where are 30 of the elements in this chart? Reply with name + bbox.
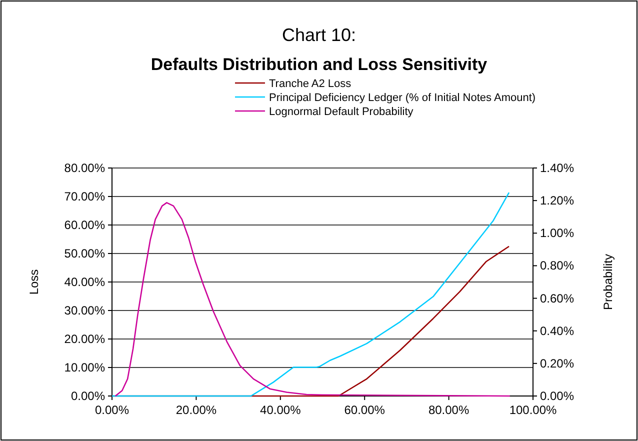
y2-tick-label: 0.40% bbox=[540, 324, 574, 338]
x-tick-label: 0.00% bbox=[94, 403, 130, 417]
y2-tick-label: 1.40% bbox=[540, 161, 574, 175]
y-tick-label: 40.00% bbox=[64, 275, 106, 289]
y2-tick-label: 0.00% bbox=[540, 389, 574, 403]
y-tick-label: 60.00% bbox=[64, 218, 106, 232]
y2-axis-title: Probability bbox=[601, 254, 615, 310]
x-tick-label: 80.00% bbox=[428, 403, 470, 417]
y2-tick-label: 0.20% bbox=[540, 356, 574, 370]
chart-subtitle: Defaults Distribution and Loss Sensitivity bbox=[150, 55, 488, 74]
y-tick-label: 20.00% bbox=[64, 332, 106, 346]
chart-title: Chart 10: bbox=[282, 25, 356, 45]
y-tick-label: 70.00% bbox=[64, 190, 106, 204]
y2-tick-label: 0.60% bbox=[540, 291, 574, 306]
legend-label: Tranche A2 Loss bbox=[269, 78, 352, 90]
y-tick-label: 50.00% bbox=[64, 246, 106, 260]
legend-label: Lognormal Default Probability bbox=[269, 106, 414, 118]
y2-tick-label: 1.20% bbox=[540, 194, 574, 208]
y-axis-title: Loss bbox=[27, 269, 41, 295]
x-tick-label: 40.00% bbox=[260, 403, 302, 417]
x-tick-label: 60.00% bbox=[344, 403, 386, 417]
x-tick-label: 20.00% bbox=[176, 403, 217, 417]
y-tick-label: 80.00% bbox=[64, 161, 106, 175]
y-tick-label: 10.00% bbox=[64, 360, 106, 374]
legend-label: Principal Deficiency Ledger (% of Initial Notes Amount) bbox=[269, 92, 536, 104]
y-tick-label: 30.00% bbox=[64, 304, 106, 318]
x-tick-label: 100.00% bbox=[509, 403, 558, 417]
y-tick-label: 0.00% bbox=[70, 389, 106, 403]
y2-tick-label: 1.00% bbox=[540, 226, 574, 240]
y2-tick-label: 0.80% bbox=[540, 258, 574, 273]
